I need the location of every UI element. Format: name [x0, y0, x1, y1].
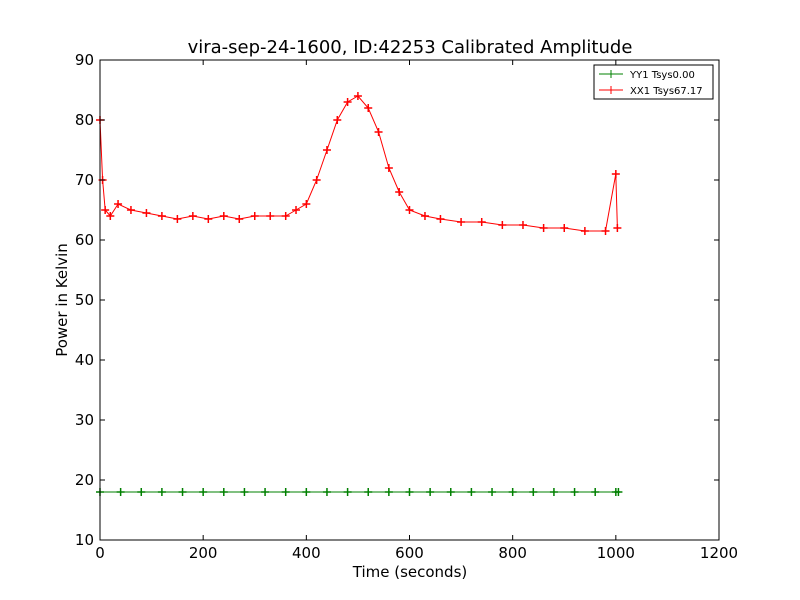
data-point — [281, 488, 290, 496]
legend-label-xx1: XX1 Tsys67.17 — [630, 86, 703, 97]
y-tick-label: 20 — [75, 471, 94, 489]
data-point — [405, 206, 414, 214]
data-point — [261, 488, 270, 496]
x-tick-label: 800 — [498, 544, 527, 562]
data-point — [549, 488, 558, 496]
data-point — [601, 227, 610, 235]
data-point — [539, 224, 548, 232]
data-point — [611, 170, 620, 178]
data-point — [322, 146, 331, 154]
x-tick-label: 200 — [189, 544, 218, 562]
x-tick-label: 0 — [95, 544, 105, 562]
data-point — [488, 488, 497, 496]
data-point — [322, 488, 331, 496]
data-point — [518, 221, 527, 229]
data-point — [281, 212, 290, 220]
data-point — [580, 227, 589, 235]
data-point — [312, 176, 321, 184]
legend-box — [593, 64, 714, 100]
data-point — [126, 206, 135, 214]
data-point — [106, 212, 115, 220]
data-point — [498, 221, 507, 229]
data-point — [343, 488, 352, 496]
data-point — [188, 212, 197, 220]
data-point — [395, 188, 404, 196]
data-point — [467, 488, 476, 496]
data-point — [477, 218, 486, 226]
y-tick-label: 70 — [75, 171, 94, 189]
x-tick-label: 1000 — [597, 544, 635, 562]
data-point — [529, 488, 538, 496]
x-tick-label: 1200 — [700, 544, 738, 562]
data-point — [116, 488, 125, 496]
data-point — [101, 206, 110, 214]
data-point — [446, 488, 455, 496]
data-point — [614, 488, 623, 496]
plot-area — [99, 59, 720, 541]
data-point — [219, 488, 228, 496]
data-point — [219, 212, 228, 220]
x-tick-label: 400 — [292, 544, 321, 562]
y-tick-label: 30 — [75, 411, 94, 429]
data-point — [364, 488, 373, 496]
y-tick-label: 60 — [75, 231, 94, 249]
data-point — [374, 128, 383, 136]
data-point — [613, 224, 622, 232]
data-point — [302, 488, 311, 496]
data-point — [114, 200, 123, 208]
data-point — [157, 212, 166, 220]
data-point — [508, 488, 517, 496]
y-tick-label: 80 — [75, 111, 94, 129]
x-tick-label: 600 — [395, 544, 424, 562]
data-point — [333, 116, 342, 124]
x-axis-label: Time (seconds) — [352, 563, 468, 581]
data-point — [560, 224, 569, 232]
data-point — [235, 215, 244, 223]
data-point — [426, 488, 435, 496]
series-line — [99, 95, 618, 232]
data-point — [157, 488, 166, 496]
data-point — [405, 488, 414, 496]
data-point — [353, 92, 362, 100]
data-point — [302, 200, 311, 208]
data-point — [570, 488, 579, 496]
data-point — [436, 215, 445, 223]
legend-label-yy1: YY1 Tsys0.00 — [629, 70, 695, 81]
data-point — [384, 488, 393, 496]
data-point — [250, 212, 259, 220]
data-point — [364, 104, 373, 112]
data-point — [204, 215, 213, 223]
data-point — [266, 212, 275, 220]
data-point — [142, 209, 151, 217]
data-point — [292, 206, 301, 214]
data-point — [199, 488, 208, 496]
data-point — [457, 218, 466, 226]
y-tick-label: 40 — [75, 351, 94, 369]
data-point — [178, 488, 187, 496]
data-point — [591, 488, 600, 496]
y-tick-label: 10 — [75, 531, 94, 549]
chart-title: vira-sep-24-1600, ID:42253 Calibrated Am… — [188, 37, 633, 58]
y-axis-label: Power in Kelvin — [53, 243, 71, 357]
data-point — [384, 164, 393, 172]
y-tick-label: 90 — [75, 51, 94, 69]
data-point — [343, 98, 352, 106]
data-point — [137, 488, 146, 496]
data-point — [173, 215, 182, 223]
data-point — [420, 212, 429, 220]
legend: YY1 Tsys0.00 XX1 Tsys67.17 — [593, 64, 714, 100]
data-point — [240, 488, 249, 496]
y-tick-label: 50 — [75, 291, 94, 309]
